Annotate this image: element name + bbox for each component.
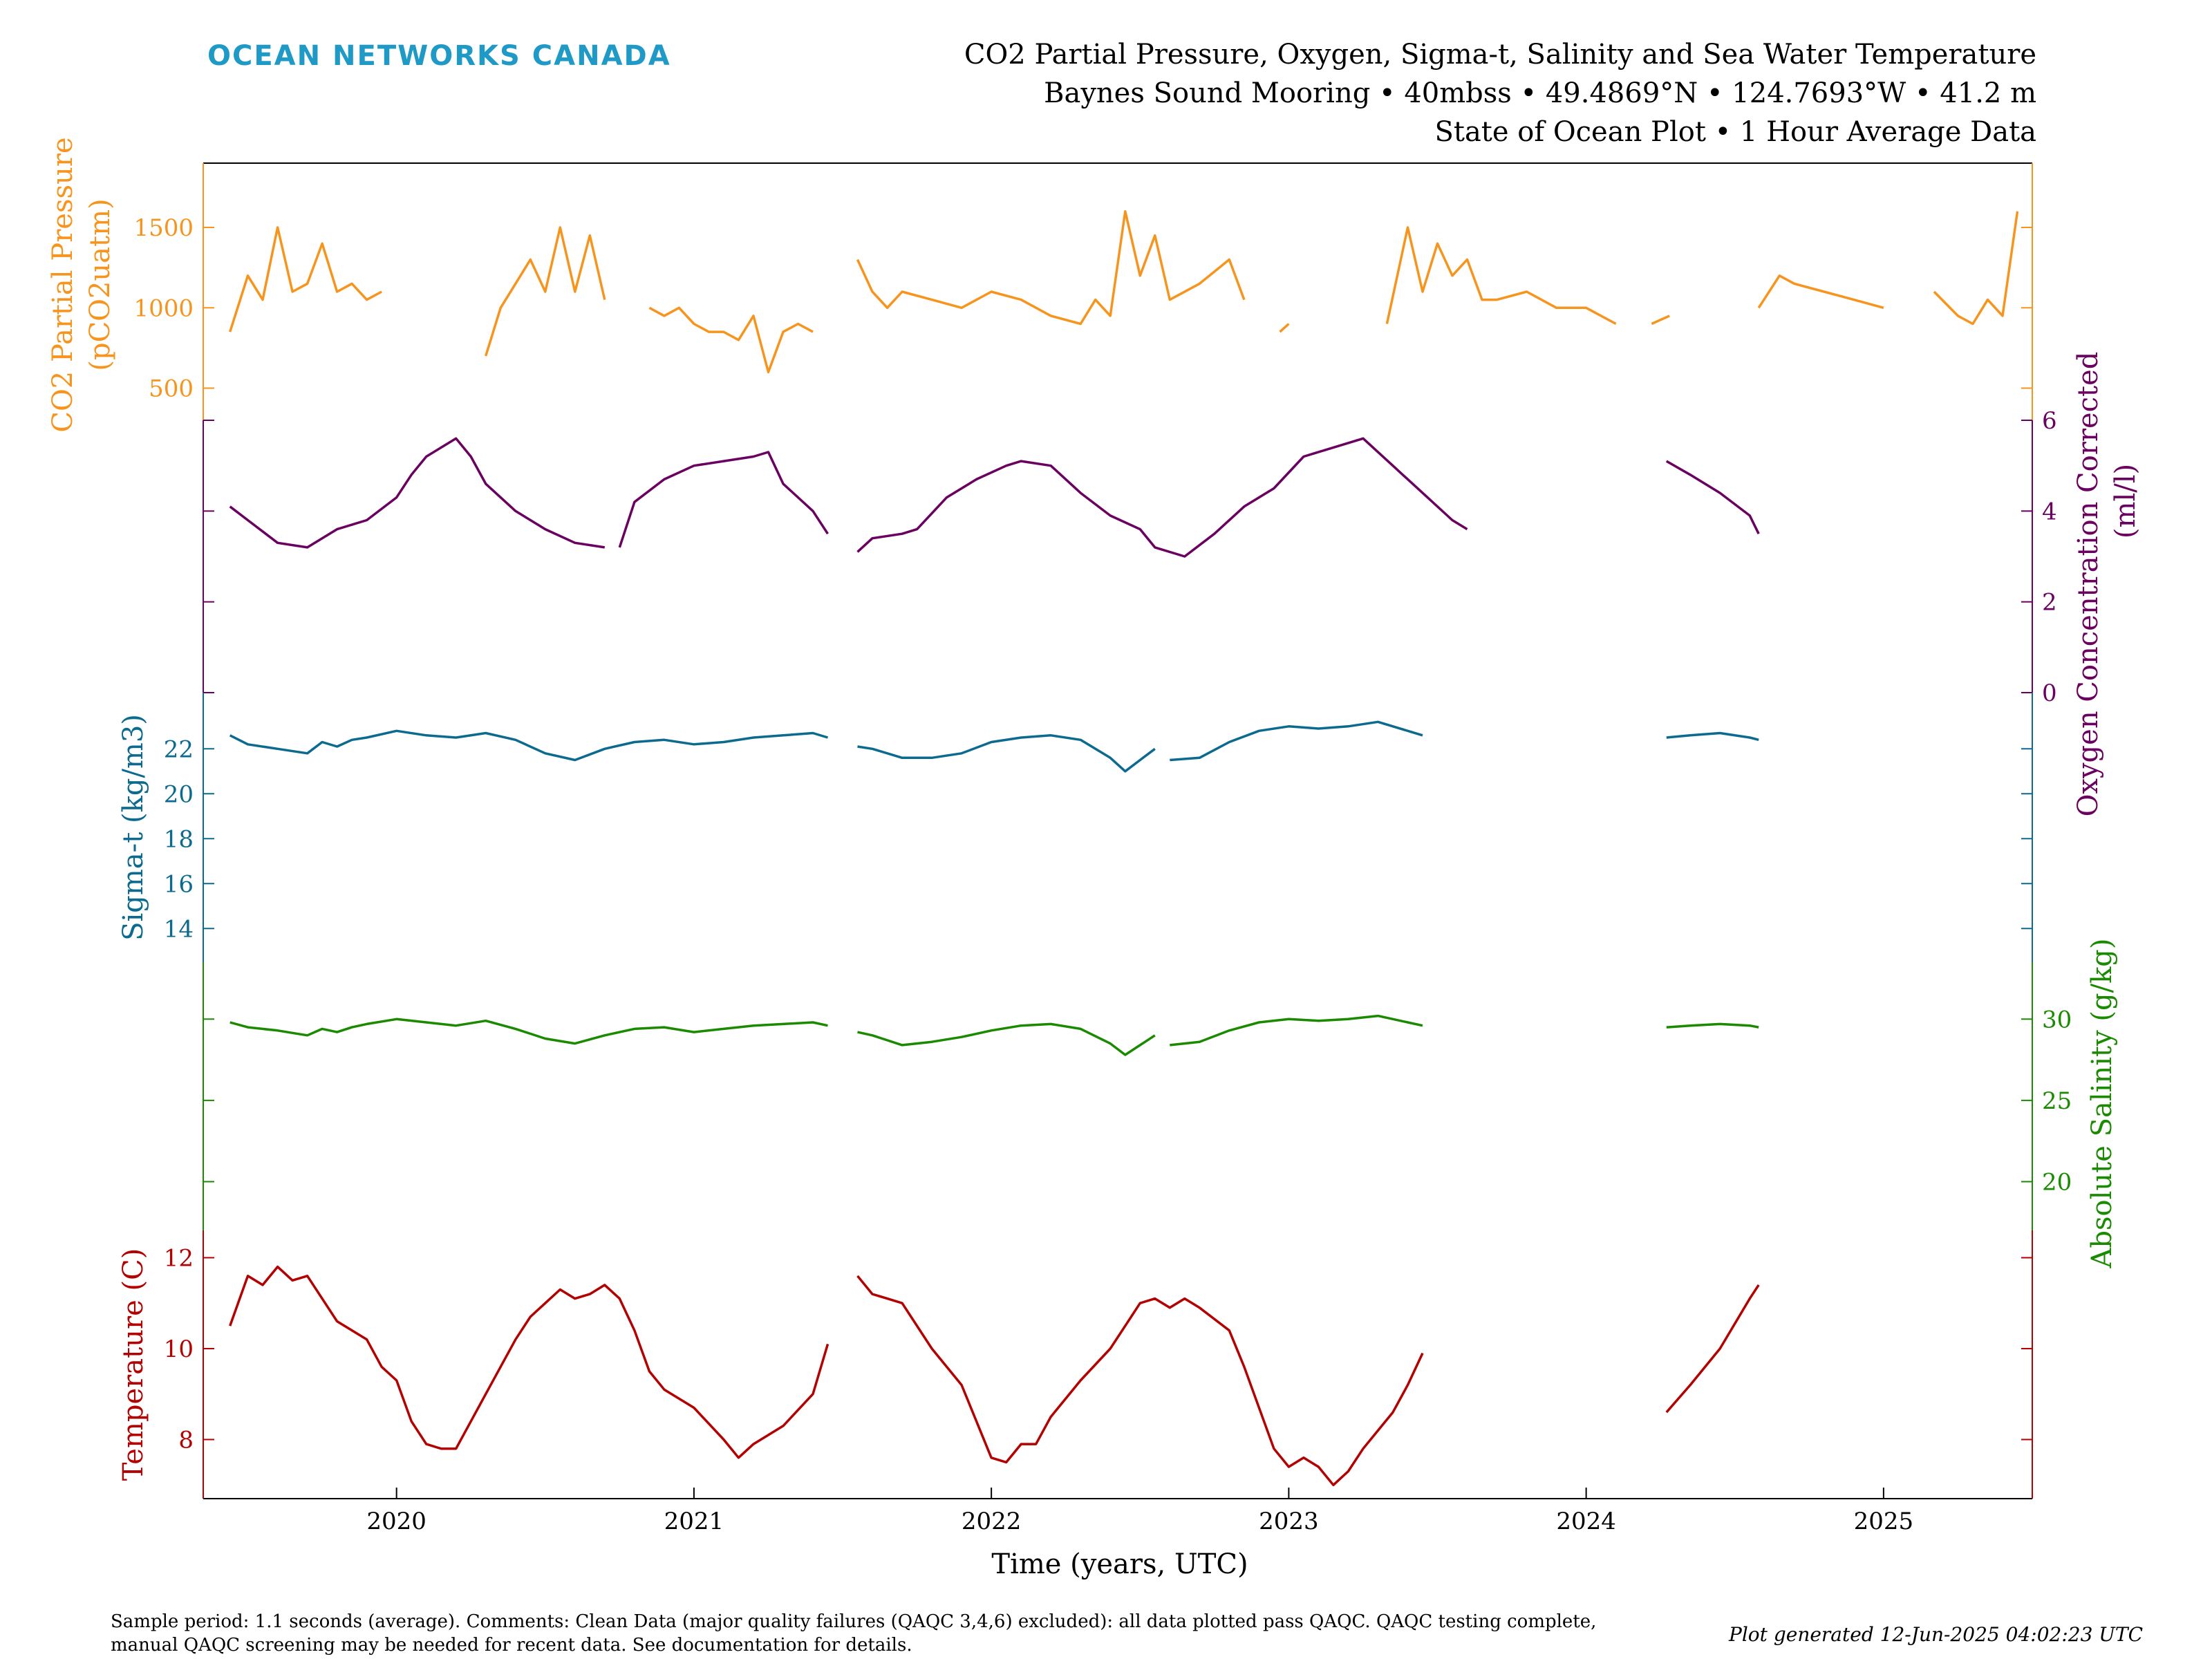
absolute-salinity-tick-label-30: 30	[2042, 1006, 2072, 1033]
absolute-salinity-tick-label-25: 25	[2042, 1087, 2072, 1115]
x-tick-label-2022: 2022	[962, 1508, 1022, 1535]
oxygen-concentration-corrected-tick-label-4: 4	[2042, 498, 2057, 525]
co2-partial-pressure-tick-label-1000: 1000	[133, 294, 194, 322]
oxygen-concentration-corrected-series-line	[229, 437, 1760, 558]
x-tick-label-2020: 2020	[366, 1508, 427, 1535]
temperature-series-line	[229, 1265, 1760, 1487]
temperature-tick-label-12: 12	[164, 1244, 194, 1272]
oxygen-concentration-corrected-axis-label: Oxygen Concentration Corrected	[2072, 352, 2104, 817]
temperature-tick-label-8: 8	[178, 1427, 194, 1454]
chart-title-line-1: CO2 Partial Pressure, Oxygen, Sigma-t, S…	[964, 39, 2036, 71]
oxygen-concentration-corrected-tick-label-0: 0	[2042, 679, 2057, 707]
co2-partial-pressure-axis-unit: (pCO2uatm)	[84, 198, 116, 371]
sigma-t-tick-label-14: 14	[164, 915, 194, 943]
co2-partial-pressure-tick-label-500: 500	[149, 375, 194, 403]
plot-generated-timestamp: Plot generated 12-Jun-2025 04:02:23 UTC	[1728, 1623, 2143, 1646]
oxygen-concentration-corrected-tick-label-2: 2	[2042, 589, 2057, 617]
sigma-t-series-line	[229, 720, 1759, 773]
sigma-t-tick-label-22: 22	[164, 735, 194, 763]
x-tick-label-2024: 2024	[1556, 1508, 1616, 1535]
oxygen-concentration-corrected-axis-unit: (ml/l)	[2110, 464, 2141, 538]
chart-title-line-2: Baynes Sound Mooring • 40mbss • 49.4869°…	[1044, 77, 2036, 109]
x-tick-label-2025: 2025	[1854, 1508, 1914, 1535]
absolute-salinity-axis-label: Absolute Salinity (g/kg)	[2086, 938, 2118, 1268]
co2-partial-pressure-axis-label: CO2 Partial Pressure	[47, 137, 79, 432]
temperature-tick-label-10: 10	[164, 1335, 194, 1363]
sigma-t-axis-label: Sigma-t (kg/m3)	[118, 714, 149, 941]
chart-title-line-3: State of Ocean Plot • 1 Hour Average Dat…	[1434, 116, 2036, 148]
x-tick-label-2021: 2021	[664, 1508, 724, 1535]
absolute-salinity-tick-label-20: 20	[2042, 1168, 2072, 1196]
footer-comment-line-1: Sample period: 1.1 seconds (average). Co…	[111, 1611, 1596, 1632]
x-tick-label-2023: 2023	[1259, 1508, 1319, 1535]
co2-partial-pressure-series-line	[229, 210, 2019, 374]
footer-comment-line-2: manual QAQC screening may be needed for …	[111, 1635, 912, 1656]
sigma-t-tick-label-20: 20	[164, 780, 194, 808]
oxygen-concentration-corrected-tick-label-6: 6	[2042, 407, 2057, 435]
x-axis-label: Time (years, UTC)	[991, 1548, 1248, 1580]
onc-logo: OCEAN NETWORKS CANADA	[207, 40, 671, 72]
temperature-axis-label: Temperature (C)	[118, 1248, 149, 1481]
absolute-salinity-series-line	[229, 1014, 1759, 1056]
co2-partial-pressure-tick-label-1500: 1500	[133, 214, 194, 242]
sigma-t-tick-label-18: 18	[164, 825, 194, 853]
sigma-t-tick-label-16: 16	[164, 870, 194, 898]
